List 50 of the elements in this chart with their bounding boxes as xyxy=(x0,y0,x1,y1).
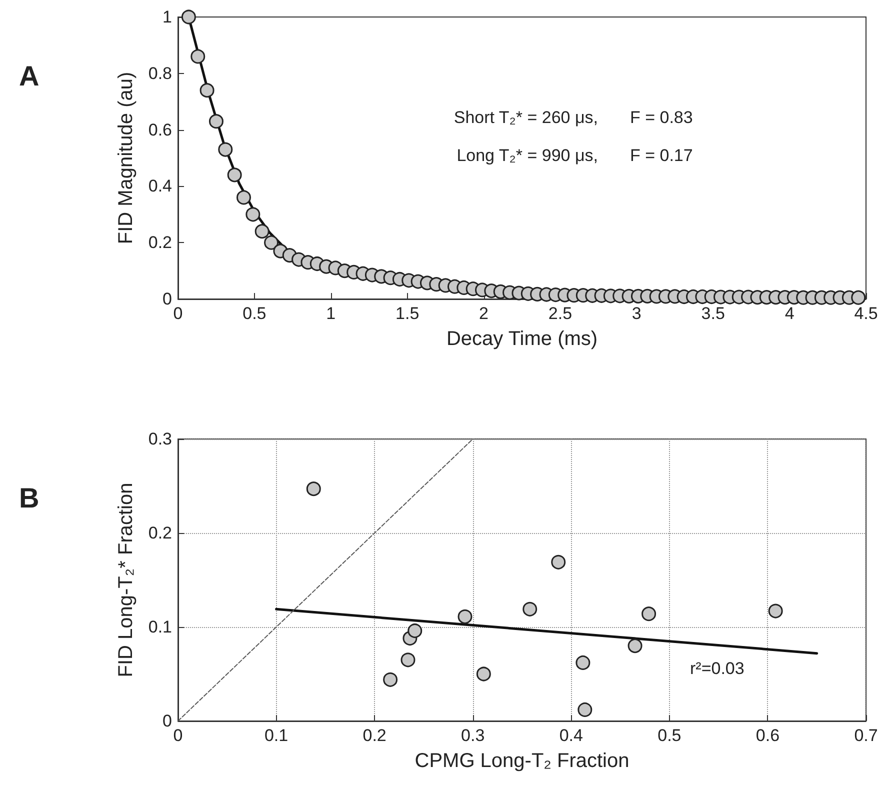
x-tick-label: 0.7 xyxy=(854,726,878,745)
x-tick-label: 0.4 xyxy=(559,726,583,745)
point xyxy=(578,702,592,717)
y-tick-label: 0.6 xyxy=(148,120,172,140)
point xyxy=(306,482,321,496)
point xyxy=(551,554,566,570)
x-tick-label: 3 xyxy=(632,304,642,323)
y-tick-label: 0.2 xyxy=(148,524,172,542)
x-tick-label: 0.5 xyxy=(242,304,266,323)
point xyxy=(628,638,642,654)
y-tick-label: 0.8 xyxy=(148,64,172,83)
point xyxy=(642,606,656,622)
y-tick-label: 1 xyxy=(162,8,172,26)
y-axis-title: FID Long-T₂* Fraction xyxy=(115,482,137,678)
x-tick-label: 4 xyxy=(784,304,794,323)
point xyxy=(476,666,491,682)
text: B xyxy=(19,482,40,514)
x-tick-label: 2 xyxy=(479,304,489,323)
point xyxy=(383,672,398,687)
point xyxy=(408,624,422,638)
x-tick-label: 4.5 xyxy=(854,304,878,323)
point xyxy=(522,602,538,616)
x-tick-label: 0.6 xyxy=(756,726,780,745)
annotation: Short T₂* = 260 μs, xyxy=(454,108,598,127)
x-tick-label: 0.3 xyxy=(461,726,485,745)
x-tick-label: 0.1 xyxy=(264,726,288,745)
y-tick-label: 0 xyxy=(162,290,172,308)
annotation: Long T₂* = 990 μs, xyxy=(456,146,598,165)
y-tick-label: 0.3 xyxy=(148,430,172,448)
y-tick-label: 0.4 xyxy=(148,176,172,196)
annotation: F = 0.83 xyxy=(630,108,693,127)
y-tick-label: 0.2 xyxy=(148,233,172,252)
point xyxy=(400,652,416,668)
annotation: r²=0.03 xyxy=(690,659,744,678)
point xyxy=(458,609,472,624)
x-tick-label: 1.5 xyxy=(396,304,420,323)
x-tick-label: 0.5 xyxy=(658,726,682,745)
x-axis-title: CPMG Long-T₂ Fraction xyxy=(414,750,630,772)
text: A xyxy=(19,60,40,92)
point xyxy=(768,604,783,618)
x-tick-label: 1 xyxy=(326,304,336,323)
x-axis-title: Decay Time (ms) xyxy=(446,328,598,350)
x-tick-label: 0.2 xyxy=(362,726,386,745)
annotation: F = 0.17 xyxy=(630,146,693,165)
y-tick-label: 0.1 xyxy=(148,618,172,636)
y-tick-label: 0 xyxy=(162,712,172,730)
y-axis-title: FID Magnitude (au) xyxy=(115,72,137,244)
x-tick-label: 2.5 xyxy=(548,304,572,323)
x-tick-label: 3.5 xyxy=(701,304,725,323)
point xyxy=(576,655,590,670)
